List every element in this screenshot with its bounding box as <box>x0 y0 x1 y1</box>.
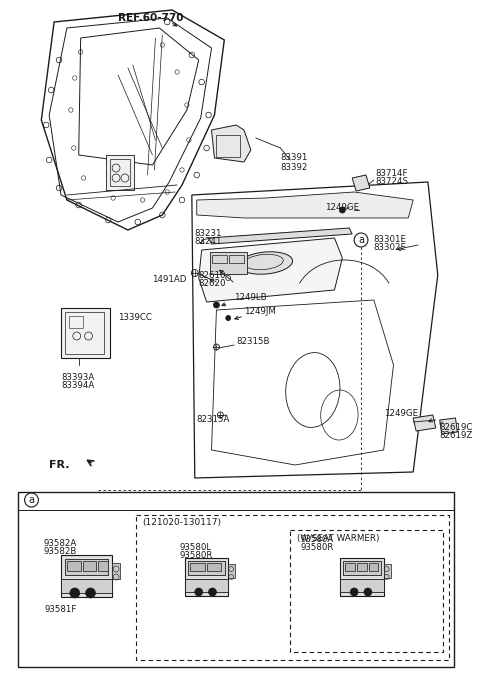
Bar <box>98 561 108 571</box>
Bar <box>290 530 443 652</box>
Bar <box>83 561 96 571</box>
Text: 1339CC: 1339CC <box>118 313 152 323</box>
Bar <box>65 559 108 575</box>
Text: a: a <box>28 495 35 505</box>
Text: 1249GE: 1249GE <box>384 408 418 418</box>
Circle shape <box>214 302 219 308</box>
Circle shape <box>226 315 231 321</box>
Circle shape <box>350 588 358 596</box>
Text: 93580L: 93580L <box>179 543 211 553</box>
Bar <box>18 492 455 667</box>
Text: 83392: 83392 <box>280 163 308 171</box>
Bar <box>229 255 244 263</box>
Bar <box>61 555 112 597</box>
Text: 82315A: 82315A <box>197 416 230 425</box>
Polygon shape <box>208 228 352 244</box>
Text: 93580R: 93580R <box>300 543 334 553</box>
Polygon shape <box>199 238 342 302</box>
Text: 83391: 83391 <box>280 153 308 163</box>
Text: 82619C: 82619C <box>440 423 473 433</box>
Bar <box>185 558 228 596</box>
Bar <box>228 564 235 578</box>
Text: 83301E: 83301E <box>374 236 407 244</box>
Text: 83302E: 83302E <box>374 244 407 252</box>
Text: 1249GE: 1249GE <box>324 202 359 211</box>
Ellipse shape <box>239 252 293 274</box>
Text: a: a <box>358 235 364 245</box>
Bar <box>69 316 83 328</box>
Text: 83393A: 83393A <box>61 373 94 383</box>
Bar <box>136 515 449 660</box>
Bar <box>110 159 130 186</box>
Circle shape <box>85 588 96 598</box>
Circle shape <box>208 588 216 596</box>
Text: 1249JM: 1249JM <box>244 306 276 315</box>
Polygon shape <box>440 418 457 434</box>
Bar <box>206 563 221 571</box>
Bar <box>190 563 204 571</box>
Text: 93582A: 93582A <box>43 539 76 547</box>
Text: 1491AD: 1491AD <box>153 275 187 284</box>
Text: 82610: 82610 <box>199 271 226 279</box>
Text: 93582B: 93582B <box>43 547 77 556</box>
Text: 82315B: 82315B <box>236 338 270 346</box>
Bar <box>343 561 381 575</box>
Bar <box>188 561 225 575</box>
Bar <box>357 563 367 571</box>
Circle shape <box>195 588 203 596</box>
Polygon shape <box>352 175 370 191</box>
Text: 93581F: 93581F <box>45 605 77 614</box>
Polygon shape <box>413 415 436 431</box>
Polygon shape <box>212 125 251 162</box>
Bar <box>216 135 240 157</box>
Text: 82619Z: 82619Z <box>440 431 473 441</box>
Text: 83724S: 83724S <box>376 178 409 186</box>
Text: 83241: 83241 <box>195 236 222 246</box>
Bar <box>61 579 112 593</box>
Bar <box>210 252 247 274</box>
Bar <box>185 579 228 592</box>
Text: (W/SEAT WARMER): (W/SEAT WARMER) <box>297 533 380 543</box>
Bar <box>345 563 355 571</box>
Circle shape <box>339 207 345 213</box>
Text: 93580R: 93580R <box>179 551 213 560</box>
Polygon shape <box>197 192 413 218</box>
Text: 83231: 83231 <box>195 229 222 238</box>
Text: 83394A: 83394A <box>61 381 94 391</box>
Bar <box>340 558 384 596</box>
Circle shape <box>364 588 372 596</box>
Bar <box>65 312 104 354</box>
Text: 93580A: 93580A <box>300 535 333 545</box>
Circle shape <box>70 588 80 598</box>
Text: 82620: 82620 <box>199 279 226 288</box>
Text: REF.60-770: REF.60-770 <box>118 13 183 23</box>
Bar <box>384 564 391 578</box>
Text: 83714F: 83714F <box>376 169 408 178</box>
Bar <box>61 308 110 358</box>
Bar <box>106 155 134 190</box>
Bar <box>340 579 384 592</box>
Bar <box>67 561 81 571</box>
Bar <box>369 563 378 571</box>
Text: (121020-130117): (121020-130117) <box>143 518 222 526</box>
Bar <box>213 255 227 263</box>
Text: FR.: FR. <box>49 460 70 470</box>
Text: 1249LB: 1249LB <box>234 294 267 302</box>
Bar <box>112 563 120 579</box>
